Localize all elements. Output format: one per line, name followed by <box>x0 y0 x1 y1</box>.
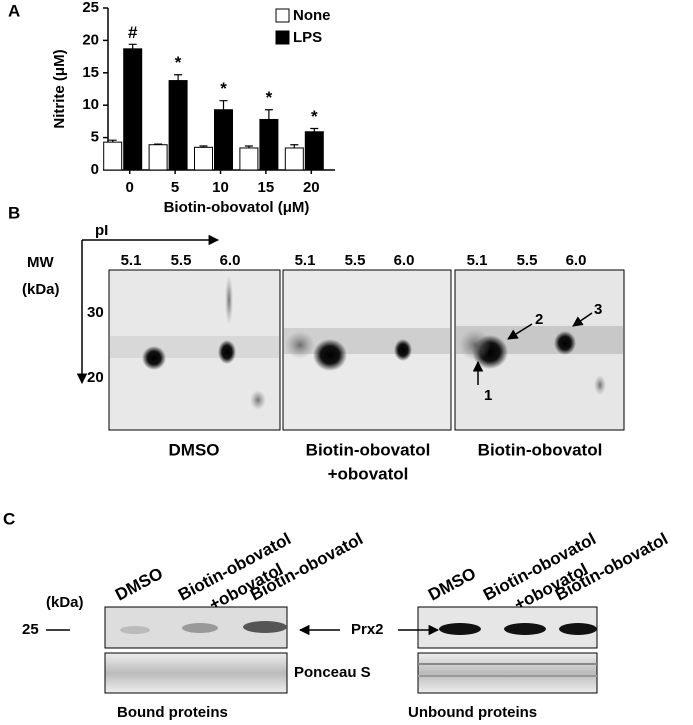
blot <box>417 606 598 694</box>
bar <box>214 109 233 171</box>
y-tick-label: 10 <box>82 96 99 113</box>
pi-tick: 5.1 <box>121 252 142 269</box>
panel-label: C <box>3 509 15 528</box>
arrow <box>572 312 593 327</box>
mw-label: (kDa) <box>22 281 60 298</box>
bar <box>148 144 168 171</box>
y-tick-label: 15 <box>82 64 99 81</box>
error-bar <box>290 144 299 148</box>
marker-label: 25 <box>22 621 39 638</box>
legend-swatch <box>275 8 290 23</box>
blot <box>104 606 288 694</box>
error-bar <box>244 145 253 148</box>
blot-caption: Unbound proteins <box>408 704 537 721</box>
x-tick-label: 0 <box>126 179 134 196</box>
arrow <box>507 323 533 340</box>
annotation: * <box>266 88 273 107</box>
mw-label: MW <box>27 254 54 271</box>
gel <box>454 269 625 431</box>
error-bar <box>310 127 319 132</box>
pi-tick: 5.1 <box>295 252 316 269</box>
x-tick-label: 20 <box>303 179 320 196</box>
panel-label: B <box>8 203 20 222</box>
bar <box>168 80 188 171</box>
lane-label: DMSO <box>425 564 479 605</box>
legend-label: LPS <box>293 29 322 46</box>
y-tick-label: 5 <box>91 129 99 146</box>
error-bar <box>264 109 273 120</box>
error-bar <box>108 139 117 143</box>
legend-swatch <box>275 30 290 45</box>
bar <box>259 118 279 171</box>
bar <box>239 147 259 171</box>
lane-label: DMSO <box>112 564 166 605</box>
annotation: # <box>128 23 138 42</box>
error-bar <box>154 143 163 145</box>
stain-label: Ponceau S <box>294 664 371 681</box>
kda-label: (kDa) <box>46 594 84 611</box>
error-bar <box>219 100 228 110</box>
pi-tick: 5.5 <box>171 252 192 269</box>
y-tick-label: 20 <box>82 31 99 48</box>
bar <box>304 131 324 171</box>
y-tick-label: 0 <box>91 161 99 178</box>
spot-label: 1 <box>484 387 492 404</box>
y-tick-label: 25 <box>82 0 99 16</box>
annotation: * <box>175 53 182 72</box>
bar <box>194 146 213 171</box>
gel <box>282 269 452 431</box>
gel-caption: DMSO <box>169 440 220 459</box>
pi-tick: 6.0 <box>566 252 587 269</box>
pi-label: pI <box>95 222 108 239</box>
bar <box>284 147 304 171</box>
error-bar <box>199 145 208 148</box>
spot-label: 3 <box>594 301 602 318</box>
gel-caption: Biotin-obovatol <box>306 440 431 459</box>
mw-tick: 20 <box>87 369 104 386</box>
gel-caption: Biotin-obovatol <box>478 440 603 459</box>
panel-label: A <box>8 1 20 20</box>
spot-label: 2 <box>535 311 543 328</box>
pi-tick: 5.5 <box>517 252 538 269</box>
annotation: * <box>220 79 227 98</box>
blot-caption: Bound proteins <box>117 704 228 721</box>
pi-tick: 5.5 <box>345 252 366 269</box>
protein-label: Prx2 <box>351 621 384 638</box>
x-axis-label: Biotin-obovatol (μM) <box>164 199 310 216</box>
gel-caption: +obovatol <box>328 464 409 483</box>
legend-label: None <box>293 7 331 24</box>
pi-tick: 5.1 <box>467 252 488 269</box>
x-tick-label: 10 <box>212 179 229 196</box>
annotation: * <box>311 107 318 126</box>
y-axis-label: Nitrite (μM) <box>51 49 68 128</box>
bar <box>103 141 123 171</box>
error-bar <box>128 43 137 49</box>
pi-tick: 6.0 <box>394 252 415 269</box>
mw-tick: 30 <box>87 304 104 321</box>
pi-tick: 6.0 <box>220 252 241 269</box>
error-bar <box>174 74 183 81</box>
x-tick-label: 5 <box>171 179 179 196</box>
gel <box>108 269 281 431</box>
x-tick-label: 15 <box>258 179 275 196</box>
bar <box>123 48 143 171</box>
